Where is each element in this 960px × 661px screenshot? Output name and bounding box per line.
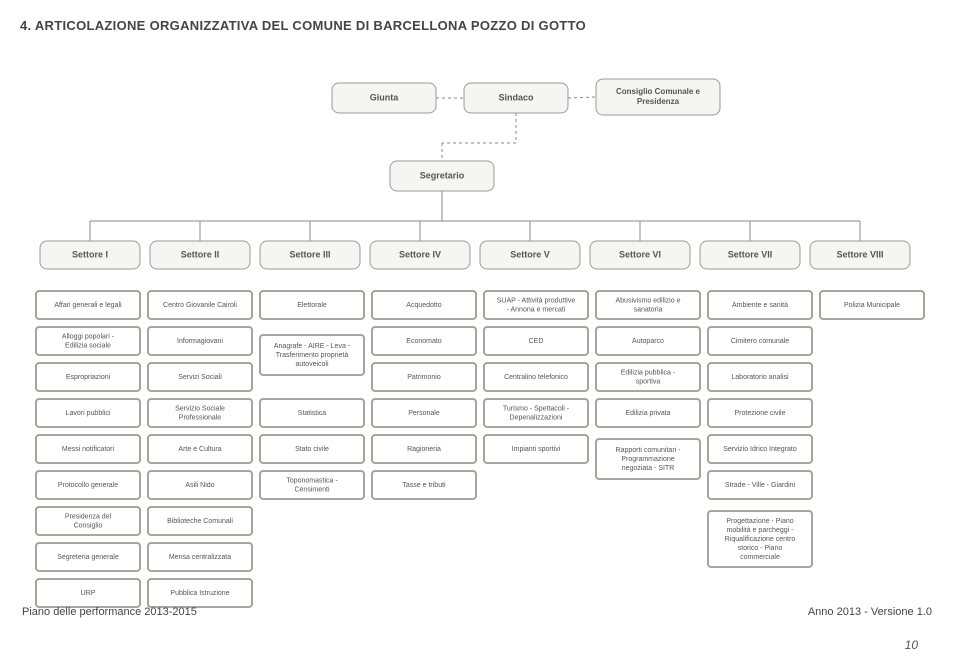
svg-text:Acquedotto: Acquedotto bbox=[406, 302, 442, 309]
svg-text:Settore VIII: Settore VIII bbox=[836, 249, 883, 259]
svg-text:CED: CED bbox=[529, 338, 544, 345]
svg-text:Edilizia sociale: Edilizia sociale bbox=[65, 342, 111, 349]
svg-text:Economato: Economato bbox=[406, 338, 442, 345]
svg-text:URP: URP bbox=[81, 590, 96, 597]
svg-text:Affari generali e legali: Affari generali e legali bbox=[54, 302, 122, 309]
svg-text:Informagiovani: Informagiovani bbox=[177, 338, 223, 345]
svg-text:Progettazione - Piano: Progettazione - Piano bbox=[726, 518, 793, 525]
svg-text:Anagrafe - AIRE - Leva -: Anagrafe - AIRE - Leva - bbox=[274, 343, 351, 350]
svg-text:Impianti sportivi: Impianti sportivi bbox=[512, 446, 561, 453]
footer-right: Anno 2013 - Versione 1.0 bbox=[808, 606, 932, 618]
svg-text:Servizi Sociali: Servizi Sociali bbox=[178, 374, 222, 381]
svg-text:Trasferimento proprietà: Trasferimento proprietà bbox=[276, 352, 349, 359]
svg-text:Settore II: Settore II bbox=[181, 249, 220, 259]
svg-text:Settore VII: Settore VII bbox=[728, 249, 773, 259]
svg-text:Centro Giovanile Cairoli: Centro Giovanile Cairoli bbox=[163, 302, 237, 309]
svg-text:Settore III: Settore III bbox=[289, 249, 330, 259]
svg-text:Giunta: Giunta bbox=[370, 92, 399, 102]
svg-text:Riqualificazione centro: Riqualificazione centro bbox=[725, 536, 796, 543]
svg-text:Sindaco: Sindaco bbox=[498, 92, 534, 102]
svg-text:Settore V: Settore V bbox=[510, 249, 550, 259]
svg-text:Mensa centralizzata: Mensa centralizzata bbox=[169, 554, 231, 561]
svg-text:Personale: Personale bbox=[408, 410, 440, 417]
svg-text:Protezione civile: Protezione civile bbox=[735, 410, 786, 417]
svg-text:Alloggi popolari -: Alloggi popolari - bbox=[62, 333, 115, 340]
svg-text:Lavori pubblici: Lavori pubblici bbox=[66, 410, 111, 417]
svg-text:Polizia Municipale: Polizia Municipale bbox=[844, 302, 900, 309]
svg-text:negoziata - SITR: negoziata - SITR bbox=[622, 465, 675, 472]
svg-text:Rapporti comunitari -: Rapporti comunitari - bbox=[616, 447, 682, 454]
svg-text:Tasse e tributi: Tasse e tributi bbox=[402, 482, 446, 489]
svg-text:Centralino telefonico: Centralino telefonico bbox=[504, 374, 568, 381]
svg-text:Turismo - Spettacoli -: Turismo - Spettacoli - bbox=[503, 405, 570, 412]
svg-text:storico - Piano: storico - Piano bbox=[738, 545, 783, 552]
svg-text:Programmazione: Programmazione bbox=[621, 456, 674, 463]
page-number: 10 bbox=[905, 638, 918, 652]
svg-text:Laboratorio analisi: Laboratorio analisi bbox=[731, 374, 789, 381]
svg-text:Toponomastica -: Toponomastica - bbox=[286, 477, 338, 484]
svg-text:sanatoria: sanatoria bbox=[634, 306, 663, 313]
svg-text:Messi notificatori: Messi notificatori bbox=[62, 446, 115, 453]
svg-text:Cimitero comunale: Cimitero comunale bbox=[731, 338, 789, 345]
footer-left: Piano delle performance 2013-2015 bbox=[22, 606, 197, 618]
svg-text:Consiglio: Consiglio bbox=[74, 522, 103, 529]
svg-text:Settore I: Settore I bbox=[72, 249, 108, 259]
svg-text:Pubblica Istruzione: Pubblica Istruzione bbox=[170, 590, 229, 597]
svg-text:Censimenti: Censimenti bbox=[294, 486, 329, 493]
svg-text:Segreteria generale: Segreteria generale bbox=[57, 554, 119, 561]
svg-text:Ambiente e sanità: Ambiente e sanità bbox=[732, 302, 788, 309]
svg-text:Biblioteche Comunali: Biblioteche Comunali bbox=[167, 518, 233, 525]
svg-text:Autoparco: Autoparco bbox=[632, 338, 664, 345]
svg-text:Settore IV: Settore IV bbox=[399, 249, 441, 259]
svg-text:Ragioneria: Ragioneria bbox=[407, 446, 441, 453]
svg-text:Depenalizzazioni: Depenalizzazioni bbox=[510, 414, 563, 421]
svg-text:Presidenza del: Presidenza del bbox=[65, 513, 112, 520]
svg-text:autoveicoli: autoveicoli bbox=[295, 361, 329, 368]
svg-text:Abusivismo edilizio e: Abusivismo edilizio e bbox=[616, 297, 681, 304]
svg-text:Settore VI: Settore VI bbox=[619, 249, 661, 259]
svg-text:Espropriazioni: Espropriazioni bbox=[66, 374, 111, 381]
svg-text:mobilità e parcheggi -: mobilità e parcheggi - bbox=[727, 527, 795, 534]
svg-text:- Annona e mercati: - Annona e mercati bbox=[507, 306, 566, 313]
svg-text:Arte e Cultura: Arte e Cultura bbox=[178, 446, 221, 453]
svg-text:Servizio Idrico Integrato: Servizio Idrico Integrato bbox=[723, 446, 797, 453]
svg-text:Strade - Ville - Giardini: Strade - Ville - Giardini bbox=[725, 482, 796, 489]
svg-text:Edilizia privata: Edilizia privata bbox=[625, 410, 670, 417]
svg-text:Consiglio Comunale e: Consiglio Comunale e bbox=[616, 87, 701, 96]
svg-text:SUAP - Attività produttive: SUAP - Attività produttive bbox=[497, 297, 576, 304]
svg-text:Segretario: Segretario bbox=[420, 170, 465, 180]
svg-text:Professionale: Professionale bbox=[179, 414, 222, 421]
org-chart: GiuntaSindacoConsiglio Comunale ePreside… bbox=[20, 43, 940, 623]
page-title: 4. ARTICOLAZIONE ORGANIZZATIVA DEL COMUN… bbox=[20, 18, 940, 33]
svg-text:Patrimonio: Patrimonio bbox=[407, 374, 441, 381]
svg-text:Presidenza: Presidenza bbox=[637, 97, 680, 106]
svg-text:Edilizia pubblica -: Edilizia pubblica - bbox=[621, 369, 676, 376]
svg-text:sportiva: sportiva bbox=[636, 378, 661, 385]
svg-text:Servizio Sociale: Servizio Sociale bbox=[175, 405, 225, 412]
svg-text:Asili Nido: Asili Nido bbox=[185, 482, 214, 489]
svg-text:Statistica: Statistica bbox=[298, 410, 327, 417]
svg-text:Protocollo generale: Protocollo generale bbox=[58, 482, 118, 489]
svg-text:Elettorale: Elettorale bbox=[297, 302, 327, 309]
svg-text:Stato civile: Stato civile bbox=[295, 446, 329, 453]
svg-text:commerciale: commerciale bbox=[740, 554, 780, 561]
